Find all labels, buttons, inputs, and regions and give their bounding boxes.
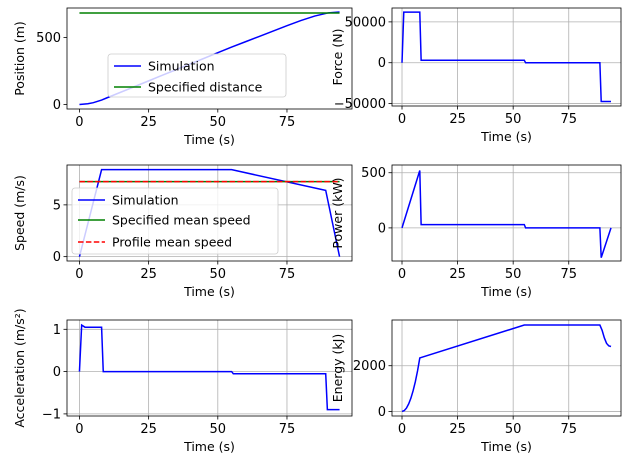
force-y-tick-label: −50000 [334,97,386,112]
force-y-tick-label: 0 [378,56,386,71]
panel-power: 0 25 50 75 0 500 Time (s) Power (kW) [330,164,622,299]
speed-legend: Simulation Specified mean speed Profile me… [71,187,279,255]
acceleration-ylabel: Acceleration (m/s²) [12,308,27,427]
position-xlabel: Time (s) [183,132,235,147]
position-legend-box [107,53,287,98]
speed-x-tick-label: 75 [279,267,296,282]
force-axes-frame [391,7,622,107]
position-x-tick-label: 75 [279,115,296,130]
speed-axes-frame [66,164,353,262]
power-x-tick-label: 75 [560,267,577,282]
acceleration-x-tick-label: 75 [279,422,296,437]
force-x-tick-label: 0 [398,112,406,127]
force-ylabel: Force (N) [330,29,345,86]
energy-axes-frame [391,319,622,417]
speed-ylabel: Speed (m/s) [12,175,27,251]
position-axes-frame [66,7,353,110]
acceleration-x-tick-label: 0 [75,422,83,437]
speed-xlabel: Time (s) [183,284,235,299]
acceleration-x-tick-label: 25 [140,422,157,437]
speed-x-tick-label: 0 [75,267,83,282]
position-x-tick-label: 50 [210,115,227,130]
position-y-tick-label: 500 [36,31,61,46]
panel-position: 0 25 50 75 0 500 Time (s) Position (m) Simulatio… [12,7,353,147]
power-x-tick-label: 50 [505,267,522,282]
panel-force: 0 25 50 75 −50000 0 50000 Time (s) Force (N) [330,7,622,144]
power-ylabel: Power (kW) [330,177,345,248]
energy-x-tick-label: 25 [449,422,466,437]
energy-x-tick-label: 0 [398,422,406,437]
position-legend-label: Specified distance [148,80,263,95]
speed-legend-box [71,187,279,255]
speed-legend-label: Profile mean speed [112,235,232,250]
panel-energy: 0 25 50 75 0 2000 Time (s) Energy (kJ) [330,319,622,454]
acceleration-y-tick-label: −1 [42,407,61,422]
position-x-tick-label: 25 [140,115,157,130]
energy-y-tick-label: 2000 [353,359,386,374]
position-legend-label: Simulation [148,59,215,74]
energy-y-tick-label: 0 [378,405,386,420]
force-xlabel: Time (s) [480,129,532,144]
energy-x-tick-label: 75 [560,422,577,437]
force-series-force [401,11,611,103]
power-series-power [401,170,612,258]
acceleration-x-tick-label: 50 [210,422,227,437]
position-ylabel: Position (m) [12,21,27,96]
acceleration-xlabel: Time (s) [183,439,235,454]
power-y-tick-label: 0 [378,221,386,236]
energy-x-tick-label: 50 [505,422,522,437]
force-x-tick-label: 25 [449,112,466,127]
force-x-tick-label: 75 [560,112,577,127]
position-x-tick-label: 0 [75,115,83,130]
force-y-tick-label: 50000 [345,15,386,30]
acceleration-series-acceleration [78,323,340,411]
power-x-tick-label: 25 [449,267,466,282]
force-x-tick-label: 50 [505,112,522,127]
position-legend: Simulation Specified distance [107,53,287,98]
power-x-tick-label: 0 [398,267,406,282]
acceleration-y-tick-label: 1 [53,323,61,338]
acceleration-y-tick-label: 0 [53,365,61,380]
energy-ylabel: Energy (kJ) [330,334,345,402]
power-axes-frame [391,164,622,262]
speed-y-tick-label: 5 [53,198,61,213]
acceleration-axes-frame [66,319,353,417]
energy-xlabel: Time (s) [480,439,532,454]
power-y-tick-label: 500 [361,166,386,181]
position-y-tick-label: 0 [53,98,61,113]
panel-speed: 0 25 50 75 0 5 Time (s) Speed (m/s) Simulation Sp… [12,164,353,299]
speed-y-tick-label: 0 [53,250,61,265]
energy-series-energy [401,324,612,413]
speed-x-tick-label: 50 [210,267,227,282]
speed-x-tick-label: 25 [140,267,157,282]
speed-legend-label: Specified mean speed [112,213,251,228]
panel-acceleration: 0 25 50 75 −1 0 1 Time (s) Acceleration (m/s²) [12,308,353,454]
speed-legend-label: Simulation [112,193,179,208]
power-xlabel: Time (s) [480,284,532,299]
